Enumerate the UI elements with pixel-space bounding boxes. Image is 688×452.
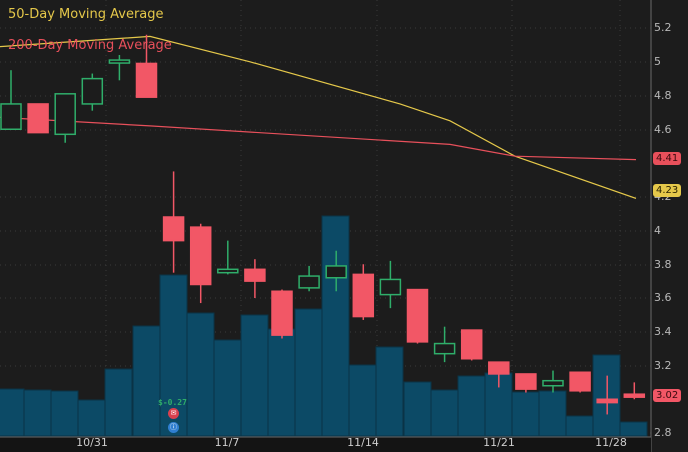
candle-body[interactable] bbox=[162, 216, 185, 242]
candle-body[interactable] bbox=[515, 373, 537, 390]
y-tick-label: 3.6 bbox=[654, 291, 672, 304]
x-tick-label: 10/31 bbox=[76, 436, 108, 449]
x-tick-label: 11/28 bbox=[595, 436, 627, 449]
candle-body[interactable] bbox=[217, 268, 239, 274]
volume-bar bbox=[77, 399, 106, 437]
candle-body[interactable] bbox=[352, 273, 375, 318]
candle-body[interactable] bbox=[54, 93, 76, 136]
volume-bar bbox=[23, 389, 52, 437]
legend-50-day-ma: 50-Day Moving Average bbox=[8, 7, 164, 22]
volume-bar bbox=[213, 339, 242, 437]
volume-bar bbox=[104, 368, 133, 437]
volume-bar bbox=[348, 364, 377, 437]
legend-200-day-ma: 200-Day Moving Average bbox=[8, 38, 172, 53]
x-tick-label: 11/21 bbox=[483, 436, 515, 449]
candle-body[interactable] bbox=[135, 62, 158, 98]
last-price-badge: 3.02 bbox=[653, 389, 682, 402]
y-tick-label: 4.8 bbox=[654, 89, 672, 102]
volume-bar bbox=[50, 390, 79, 437]
volume-bar bbox=[403, 381, 432, 437]
ma50-value-badge: 4.23 bbox=[653, 184, 682, 197]
y-tick-label: 4.6 bbox=[654, 123, 672, 136]
y-tick-label: 5 bbox=[654, 55, 661, 68]
candle-body[interactable] bbox=[596, 398, 618, 404]
candle-body[interactable] bbox=[433, 342, 456, 355]
y-tick-label: 4 bbox=[654, 224, 661, 237]
volume-bar bbox=[538, 390, 567, 437]
x-axis-band bbox=[0, 437, 651, 452]
volume-bar bbox=[375, 346, 404, 437]
candle-body[interactable] bbox=[488, 361, 510, 375]
volume-bar bbox=[619, 421, 648, 437]
x-tick-label: 11/7 bbox=[214, 436, 240, 449]
volume-bar bbox=[240, 314, 269, 437]
y-tick-label: 3.8 bbox=[654, 258, 672, 271]
volume-bar bbox=[565, 415, 594, 437]
y-tick-label: 5.2 bbox=[654, 21, 672, 34]
volume-bar bbox=[457, 375, 486, 437]
candle-body[interactable] bbox=[271, 290, 293, 336]
ma200-line bbox=[0, 116, 637, 161]
y-tick-label: 2.8 bbox=[654, 426, 672, 439]
candle-body[interactable] bbox=[27, 103, 49, 134]
candle-body[interactable] bbox=[108, 59, 131, 64]
y-tick-label: 3.2 bbox=[654, 359, 672, 372]
ma200-value-badge: 4.41 bbox=[653, 152, 682, 165]
earnings-eps-label: $-0.27 bbox=[158, 398, 187, 407]
candle-body[interactable] bbox=[569, 371, 591, 392]
candle-body[interactable] bbox=[406, 288, 429, 343]
ma50-line bbox=[0, 35, 637, 199]
candle-body[interactable] bbox=[542, 379, 564, 387]
candle-body[interactable] bbox=[460, 329, 483, 360]
volume-bar bbox=[186, 312, 215, 437]
volume-bar bbox=[430, 389, 459, 437]
candle-body[interactable] bbox=[0, 103, 22, 130]
volume-bar bbox=[511, 391, 540, 437]
candle-body[interactable] bbox=[623, 393, 646, 398]
volume-bar bbox=[0, 388, 25, 437]
candle-body[interactable] bbox=[189, 226, 212, 286]
volume-bar bbox=[132, 325, 161, 437]
volume-bar bbox=[294, 308, 323, 437]
candle-body[interactable] bbox=[298, 275, 320, 289]
volume-bar bbox=[321, 215, 350, 437]
candle-body[interactable] bbox=[81, 77, 104, 105]
candle-body[interactable] bbox=[325, 265, 347, 279]
event-info-icon[interactable]: ⓘ bbox=[168, 422, 179, 433]
volume-bar bbox=[267, 328, 296, 437]
earnings-icon[interactable]: ✉ bbox=[168, 408, 179, 419]
x-tick-label: 11/14 bbox=[347, 436, 379, 449]
y-tick-label: 3.4 bbox=[654, 325, 672, 338]
candle-body[interactable] bbox=[244, 268, 266, 282]
candle-body[interactable] bbox=[379, 278, 402, 296]
